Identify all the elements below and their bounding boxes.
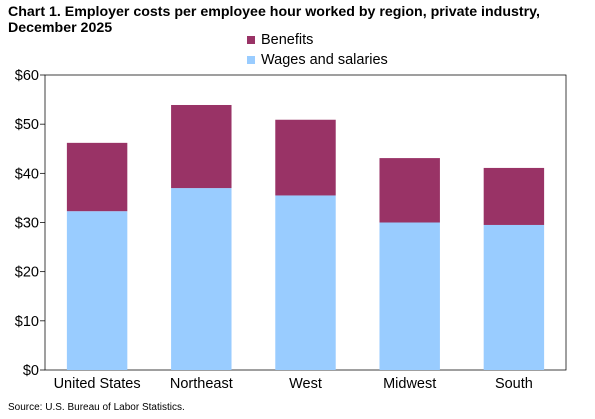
bar-wages [275,195,336,370]
x-tick-label: South [495,376,533,392]
x-tick-label: United States [54,376,141,392]
bar-wages [171,188,232,370]
bar-benefits [483,167,545,225]
y-tick-label: $10 [15,314,39,330]
legend-label-benefits: Benefits [261,32,314,48]
y-tick-label: $0 [23,363,39,379]
legend-swatch-benefits [247,36,255,44]
y-tick-label: $20 [15,265,39,281]
bar-benefits [275,119,336,196]
bar-benefits [379,158,440,223]
legend-item-wages: Wages and salaries [247,50,388,70]
source-note: Source: U.S. Bureau of Labor Statistics. [8,402,185,413]
y-tick-label: $60 [15,68,39,84]
bar-wages [379,222,440,370]
legend-label-wages: Wages and salaries [261,52,388,68]
x-tick-label: Northeast [170,376,233,392]
bar-benefits [66,142,128,212]
bar-wages [66,211,128,370]
x-tick-label: West [289,376,322,392]
y-tick-label: $30 [15,216,39,232]
bar-benefits [171,104,232,189]
legend: Benefits Wages and salaries [247,30,388,70]
legend-item-benefits: Benefits [247,30,388,50]
y-tick-label: $50 [15,117,39,133]
legend-swatch-wages [247,56,255,64]
y-tick-label: $40 [15,166,39,182]
x-tick-label: Midwest [383,376,436,392]
bar-wages [483,224,545,370]
chart-title: Chart 1. Employer costs per employee hou… [8,4,540,36]
